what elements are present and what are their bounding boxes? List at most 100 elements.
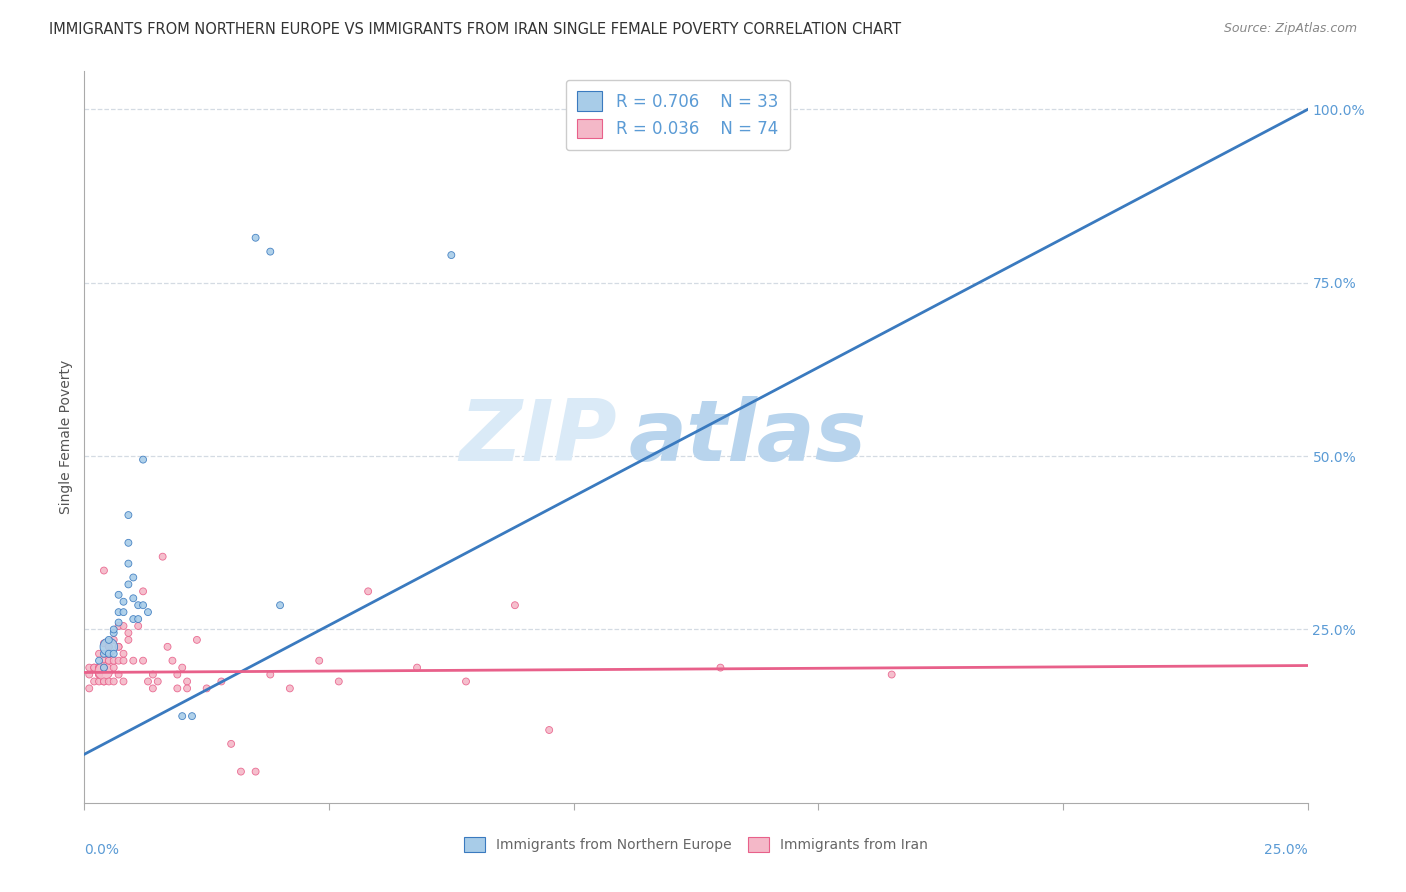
Point — [107, 615, 129, 630]
Point — [103, 654, 125, 668]
Point — [93, 564, 115, 578]
Point — [97, 674, 120, 689]
Point — [181, 709, 204, 723]
Point — [142, 667, 165, 681]
Point — [77, 681, 100, 696]
Point — [107, 605, 129, 619]
Point — [162, 654, 184, 668]
Point — [209, 674, 232, 689]
Point — [112, 595, 135, 609]
Point — [97, 647, 120, 661]
Point — [122, 654, 145, 668]
Point — [172, 660, 194, 674]
Point — [112, 605, 135, 619]
Text: 25.0%: 25.0% — [1264, 843, 1308, 857]
Point — [93, 660, 115, 674]
Point — [107, 588, 129, 602]
Point — [406, 660, 429, 674]
Point — [87, 660, 110, 674]
Point — [93, 674, 115, 689]
Point — [219, 737, 242, 751]
Point — [97, 640, 120, 654]
Point — [103, 623, 125, 637]
Point — [146, 674, 169, 689]
Point — [117, 626, 139, 640]
Point — [156, 640, 179, 654]
Point — [112, 647, 135, 661]
Point — [127, 612, 149, 626]
Point — [186, 632, 208, 647]
Point — [229, 764, 252, 779]
Point — [103, 626, 125, 640]
Point — [83, 660, 105, 674]
Point — [93, 636, 115, 650]
Point — [136, 605, 159, 619]
Point — [97, 632, 120, 647]
Point — [308, 654, 330, 668]
Point — [152, 549, 174, 564]
Text: atlas: atlas — [628, 395, 868, 479]
Text: ZIP: ZIP — [458, 395, 616, 479]
Legend: Immigrants from Northern Europe, Immigrants from Iran: Immigrants from Northern Europe, Immigra… — [458, 831, 934, 858]
Point — [117, 577, 139, 591]
Point — [93, 664, 115, 678]
Point — [127, 619, 149, 633]
Point — [107, 654, 129, 668]
Point — [103, 674, 125, 689]
Point — [176, 674, 198, 689]
Point — [93, 674, 115, 689]
Point — [87, 667, 110, 681]
Point — [166, 667, 188, 681]
Point — [127, 598, 149, 612]
Point — [107, 619, 129, 633]
Point — [97, 640, 120, 654]
Point — [132, 584, 155, 599]
Point — [880, 667, 903, 681]
Point — [176, 681, 198, 696]
Point — [103, 647, 125, 661]
Point — [245, 231, 267, 245]
Point — [93, 654, 115, 668]
Point — [107, 640, 129, 654]
Point — [97, 647, 120, 661]
Point — [97, 640, 120, 654]
Point — [136, 674, 159, 689]
Text: Source: ZipAtlas.com: Source: ZipAtlas.com — [1223, 22, 1357, 36]
Point — [117, 536, 139, 550]
Point — [357, 584, 380, 599]
Point — [142, 681, 165, 696]
Point — [87, 647, 110, 661]
Text: IMMIGRANTS FROM NORTHERN EUROPE VS IMMIGRANTS FROM IRAN SINGLE FEMALE POVERTY CO: IMMIGRANTS FROM NORTHERN EUROPE VS IMMIG… — [49, 22, 901, 37]
Point — [103, 632, 125, 647]
Point — [87, 660, 110, 674]
Point — [269, 598, 291, 612]
Point — [107, 667, 129, 681]
Y-axis label: Single Female Poverty: Single Female Poverty — [59, 360, 73, 514]
Point — [172, 709, 194, 723]
Point — [245, 764, 267, 779]
Point — [87, 654, 110, 668]
Point — [97, 647, 120, 661]
Point — [122, 570, 145, 584]
Point — [278, 681, 301, 696]
Point — [709, 660, 731, 674]
Point — [734, 112, 756, 127]
Point — [122, 591, 145, 606]
Point — [328, 674, 350, 689]
Point — [259, 244, 281, 259]
Point — [97, 654, 120, 668]
Point — [166, 681, 188, 696]
Point — [259, 667, 281, 681]
Point — [103, 660, 125, 674]
Point — [117, 632, 139, 647]
Point — [117, 557, 139, 571]
Point — [132, 452, 155, 467]
Point — [97, 654, 120, 668]
Point — [454, 674, 477, 689]
Point — [440, 248, 463, 262]
Point — [112, 619, 135, 633]
Point — [117, 508, 139, 522]
Point — [122, 612, 145, 626]
Point — [83, 674, 105, 689]
Point — [132, 654, 155, 668]
